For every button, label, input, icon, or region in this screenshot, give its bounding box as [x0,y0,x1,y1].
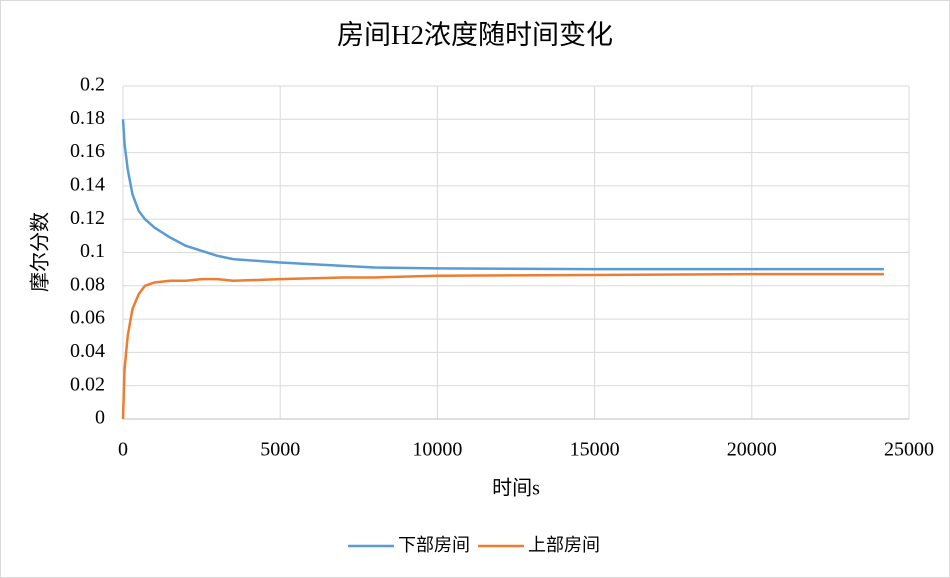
line-series [121,272,884,420]
y-tick-label: 0.16 [70,140,105,162]
chart-title: 房间H2浓度随时间变化 [337,20,613,50]
x-tick-label: 15000 [570,439,620,461]
y-tick-label: 0.14 [70,173,105,195]
y-tick-label: 0.12 [70,207,105,229]
x-tick-label: 20000 [727,439,777,461]
legend-label: 下部房间 [398,535,470,556]
x-tick-label: 10000 [412,439,462,461]
y-tick-label: 0.04 [70,340,105,362]
y-axis-label: 摩尔分数 [29,212,52,292]
x-tick-label: 0 [118,439,128,461]
y-tick-label: 0.18 [70,107,105,129]
line-series [121,119,884,271]
legend-label: 上部房间 [528,535,600,556]
y-tick-label: 0.2 [80,74,105,96]
y-tick-label: 0.06 [70,307,105,329]
x-tick-label: 25000 [884,439,934,461]
x-tick-label: 5000 [260,439,300,461]
y-tick-label: 0 [95,407,105,429]
y-tick-label: 0.02 [70,373,105,395]
y-tick-label: 0.1 [80,240,105,262]
x-axis-label: 时间s [492,477,540,500]
y-tick-label: 0.08 [70,273,105,295]
